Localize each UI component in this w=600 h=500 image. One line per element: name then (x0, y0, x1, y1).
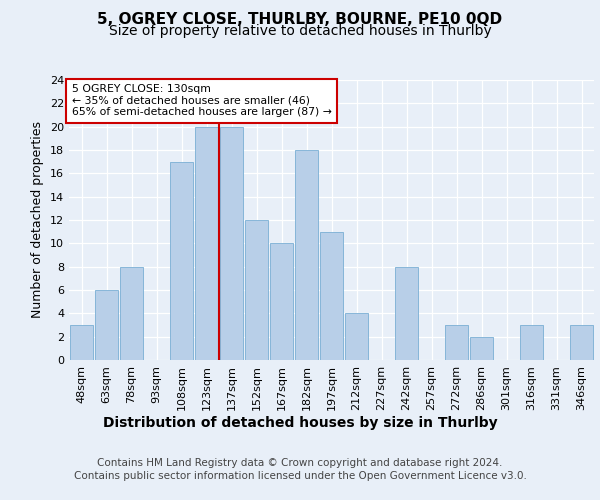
Text: Contains HM Land Registry data © Crown copyright and database right 2024.: Contains HM Land Registry data © Crown c… (97, 458, 503, 468)
Bar (320, 232, 343, 360)
Bar (395, 266, 418, 360)
Bar (70, 325, 93, 360)
Text: 5, OGREY CLOSE, THURLBY, BOURNE, PE10 0QD: 5, OGREY CLOSE, THURLBY, BOURNE, PE10 0Q… (97, 12, 503, 28)
Text: Contains public sector information licensed under the Open Government Licence v3: Contains public sector information licen… (74, 471, 526, 481)
Text: Size of property relative to detached houses in Thurlby: Size of property relative to detached ho… (109, 24, 491, 38)
Bar (220, 126, 243, 360)
Bar (120, 266, 143, 360)
Bar (520, 325, 543, 360)
Bar (195, 126, 218, 360)
Text: Distribution of detached houses by size in Thurlby: Distribution of detached houses by size … (103, 416, 497, 430)
Bar (245, 220, 268, 360)
Bar (270, 244, 293, 360)
Bar (445, 325, 468, 360)
Bar (570, 325, 593, 360)
Bar (295, 150, 318, 360)
Bar (345, 314, 368, 360)
Text: 5 OGREY CLOSE: 130sqm
← 35% of detached houses are smaller (46)
65% of semi-deta: 5 OGREY CLOSE: 130sqm ← 35% of detached … (71, 84, 331, 117)
Bar (95, 290, 118, 360)
Y-axis label: Number of detached properties: Number of detached properties (31, 122, 44, 318)
Bar (470, 336, 493, 360)
Bar (170, 162, 193, 360)
